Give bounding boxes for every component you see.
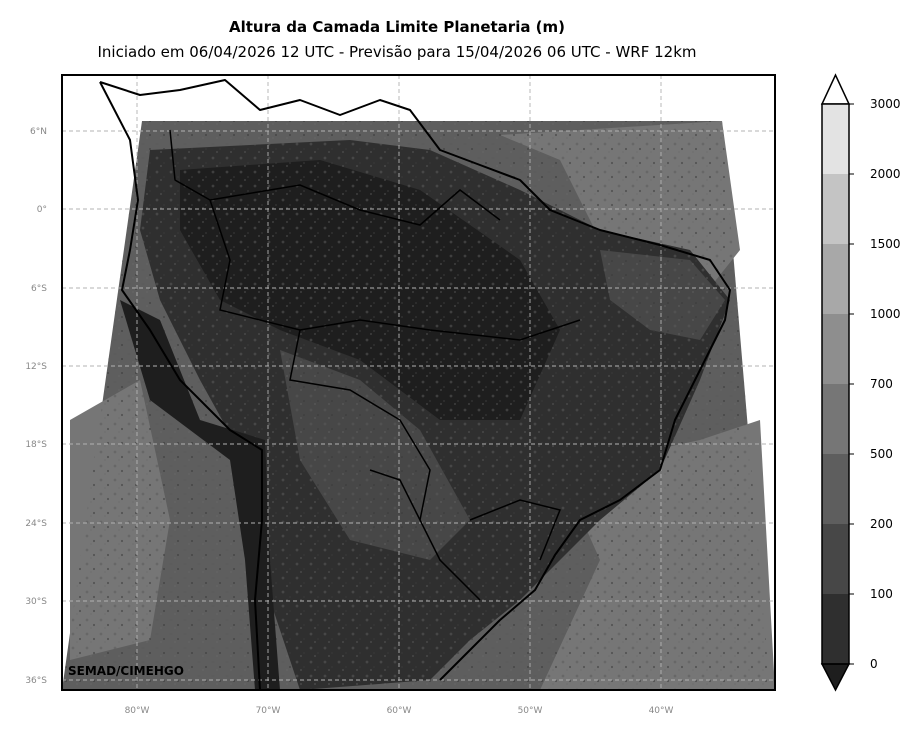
longitude-axis: 80°W 70°W 60°W 50°W 40°W bbox=[125, 706, 674, 716]
country-borders bbox=[169, 129, 581, 601]
lon-tick-label: 60°W bbox=[387, 706, 412, 716]
latitude-axis: 6°N 0° 6°S 12°S 18°S 24°S 30°S 36°S bbox=[25, 127, 47, 686]
colorbar-label: 3000 bbox=[870, 97, 901, 111]
graticule bbox=[62, 75, 775, 690]
colorbar-label: 500 bbox=[870, 447, 893, 461]
colorbar-extend-top bbox=[820, 73, 851, 105]
colorbar-segment bbox=[822, 174, 849, 244]
lat-tick-label: 18°S bbox=[25, 440, 47, 450]
colorbar-label: 200 bbox=[870, 517, 893, 531]
credit-label: SEMAD/CIMEHGO bbox=[68, 664, 184, 678]
map-frame bbox=[61, 74, 776, 691]
colorbar: 3000 2000 1500 1000 700 500 200 100 0 bbox=[820, 73, 901, 692]
lat-tick-label: 6°S bbox=[31, 284, 47, 294]
colorbar-segment bbox=[822, 384, 849, 454]
lat-tick-label: 24°S bbox=[25, 519, 47, 529]
coastline bbox=[99, 79, 731, 690]
texture-overlay bbox=[62, 121, 770, 690]
colorbar-segment bbox=[822, 454, 849, 524]
colorbar-segment bbox=[822, 524, 849, 594]
lon-tick-label: 50°W bbox=[518, 706, 543, 716]
colorbar-label: 0 bbox=[870, 657, 878, 671]
map-subtitle: Iniciado em 06/04/2026 12 UTC - Previsão… bbox=[97, 43, 697, 61]
colorbar-label: 100 bbox=[870, 587, 893, 601]
colorbar-segment bbox=[822, 244, 849, 314]
lon-tick-label: 40°W bbox=[649, 706, 674, 716]
lat-tick-label: 0° bbox=[37, 205, 47, 215]
colorbar-segment bbox=[822, 314, 849, 384]
colorbar-label: 700 bbox=[870, 377, 893, 391]
lon-tick-label: 70°W bbox=[256, 706, 281, 716]
lat-tick-label: 12°S bbox=[25, 362, 47, 372]
colorbar-label: 1000 bbox=[870, 307, 901, 321]
colorbar-label: 1500 bbox=[870, 237, 901, 251]
lat-tick-label: 6°N bbox=[30, 127, 47, 137]
lat-tick-label: 30°S bbox=[25, 597, 47, 607]
colorbar-segment bbox=[822, 104, 849, 174]
colorbar-ticks bbox=[849, 103, 854, 665]
colorbar-label: 2000 bbox=[870, 167, 901, 181]
lat-tick-label: 36°S bbox=[25, 676, 47, 686]
map-area bbox=[62, 75, 775, 690]
map-title: Altura da Camada Limite Planetaria (m) bbox=[228, 18, 566, 36]
colorbar-extend-bottom bbox=[820, 663, 851, 692]
andes-zone bbox=[120, 300, 280, 690]
lon-tick-label: 80°W bbox=[125, 706, 150, 716]
colorbar-segment bbox=[822, 594, 849, 664]
